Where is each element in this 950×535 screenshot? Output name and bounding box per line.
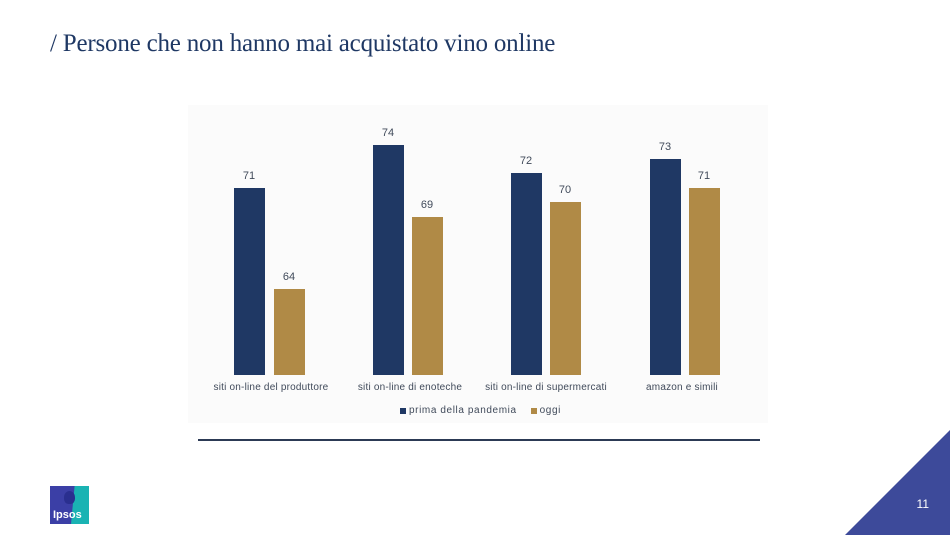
category-label: amazon e simili xyxy=(646,382,718,393)
ipsos-logo: Ipsos xyxy=(50,486,89,524)
page-number: 11 xyxy=(916,497,929,511)
logo-text: Ipsos xyxy=(53,509,82,521)
value-label: 74 xyxy=(381,126,395,139)
logo-head-icon xyxy=(64,491,75,504)
value-label: 71 xyxy=(242,169,256,182)
legend-swatch-prima xyxy=(400,407,406,414)
value-label: 69 xyxy=(420,198,434,211)
chart-legend: prima della pandemia oggi xyxy=(400,405,561,416)
value-label: 71 xyxy=(697,169,711,182)
category-label: siti on-line di supermercati xyxy=(485,382,607,393)
bar-prima-supermercati xyxy=(511,173,542,375)
category-label: siti on-line del produttore xyxy=(213,382,329,393)
bar-oggi-amazon xyxy=(689,187,720,375)
corner-triangle xyxy=(845,430,950,535)
value-label: 72 xyxy=(519,155,533,168)
legend-item-prima: prima della pandemia xyxy=(400,405,517,416)
value-label: 64 xyxy=(282,270,296,283)
value-label: 73 xyxy=(658,141,672,153)
legend-swatch-oggi xyxy=(530,407,537,414)
divider-line xyxy=(198,439,760,441)
logo-teal-shape xyxy=(71,486,89,524)
legend-label: prima della pandemia xyxy=(409,405,517,416)
category-label: siti on-line di enoteche xyxy=(357,382,463,393)
legend-item-oggi: oggi xyxy=(530,405,561,416)
bar-oggi-enoteche xyxy=(412,216,443,375)
bar-oggi-produttore xyxy=(274,288,305,375)
slide-title: / Persone che non hanno mai acquistato v… xyxy=(50,30,556,57)
bar-prima-enoteche xyxy=(373,144,404,375)
bar-oggi-supermercati xyxy=(550,202,581,375)
value-label: 70 xyxy=(558,184,572,197)
bar-prima-amazon xyxy=(650,159,681,375)
legend-label: oggi xyxy=(539,405,561,416)
bar-prima-produttore xyxy=(234,187,265,375)
